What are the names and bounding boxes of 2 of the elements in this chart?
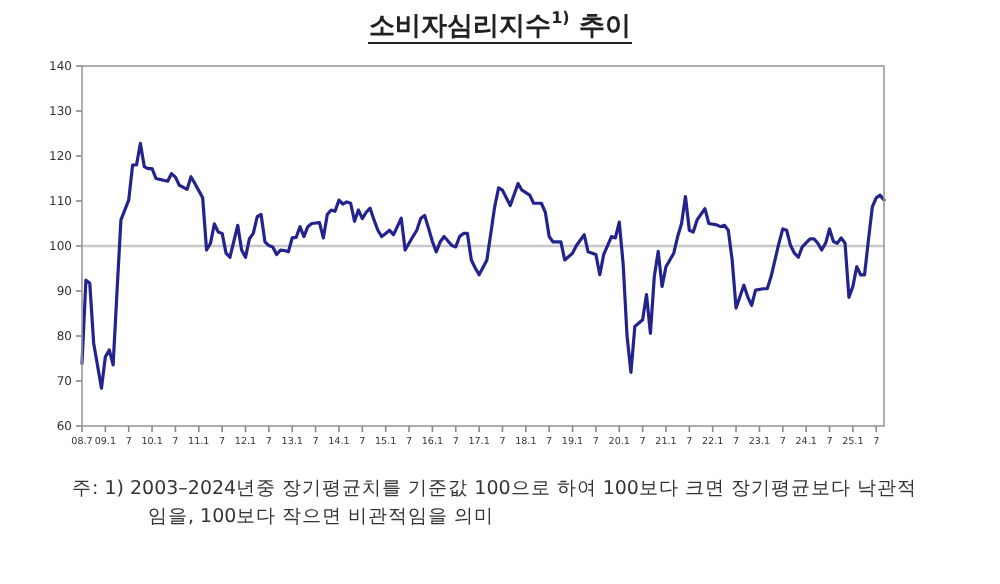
chart-title: 소비자심리지수$^{1)}$ 추이: [367, 9, 633, 44]
text: 주: 1) 2003–2024년중 장기평균치를 기준값 100으로 하여 100보다 크면 장기평균보다 낙관적임을, 100보다 작으면 비관적임을 의미: [72, 476, 920, 532]
